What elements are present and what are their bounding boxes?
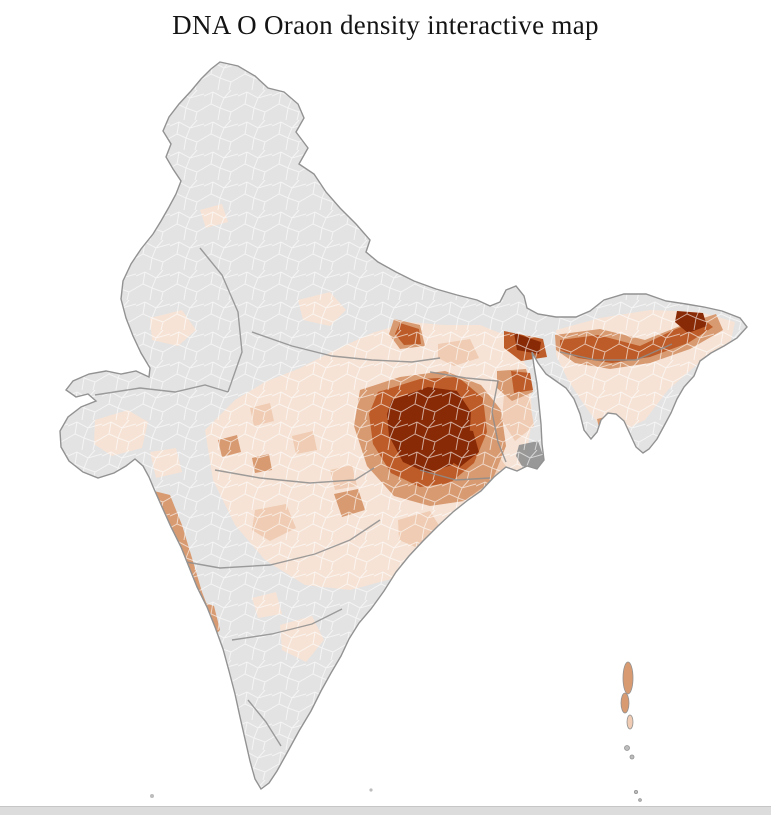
small-islands <box>150 788 373 798</box>
island-region[interactable] <box>620 692 630 714</box>
island-region[interactable] <box>624 745 630 751</box>
island-region[interactable] <box>629 754 635 760</box>
island-region[interactable] <box>638 798 642 802</box>
page-title: DNA O Oraon density interactive map <box>172 10 599 40</box>
islet <box>150 794 154 798</box>
island-region[interactable] <box>622 661 634 695</box>
horizontal-scrollbar-track[interactable] <box>0 806 771 815</box>
andaman-islands <box>620 661 642 802</box>
island-region[interactable] <box>634 790 639 795</box>
india-outline <box>59 61 748 791</box>
islet <box>369 788 373 792</box>
map-region[interactable] <box>511 371 533 393</box>
map-region[interactable] <box>597 415 617 437</box>
island-region[interactable] <box>626 714 634 730</box>
